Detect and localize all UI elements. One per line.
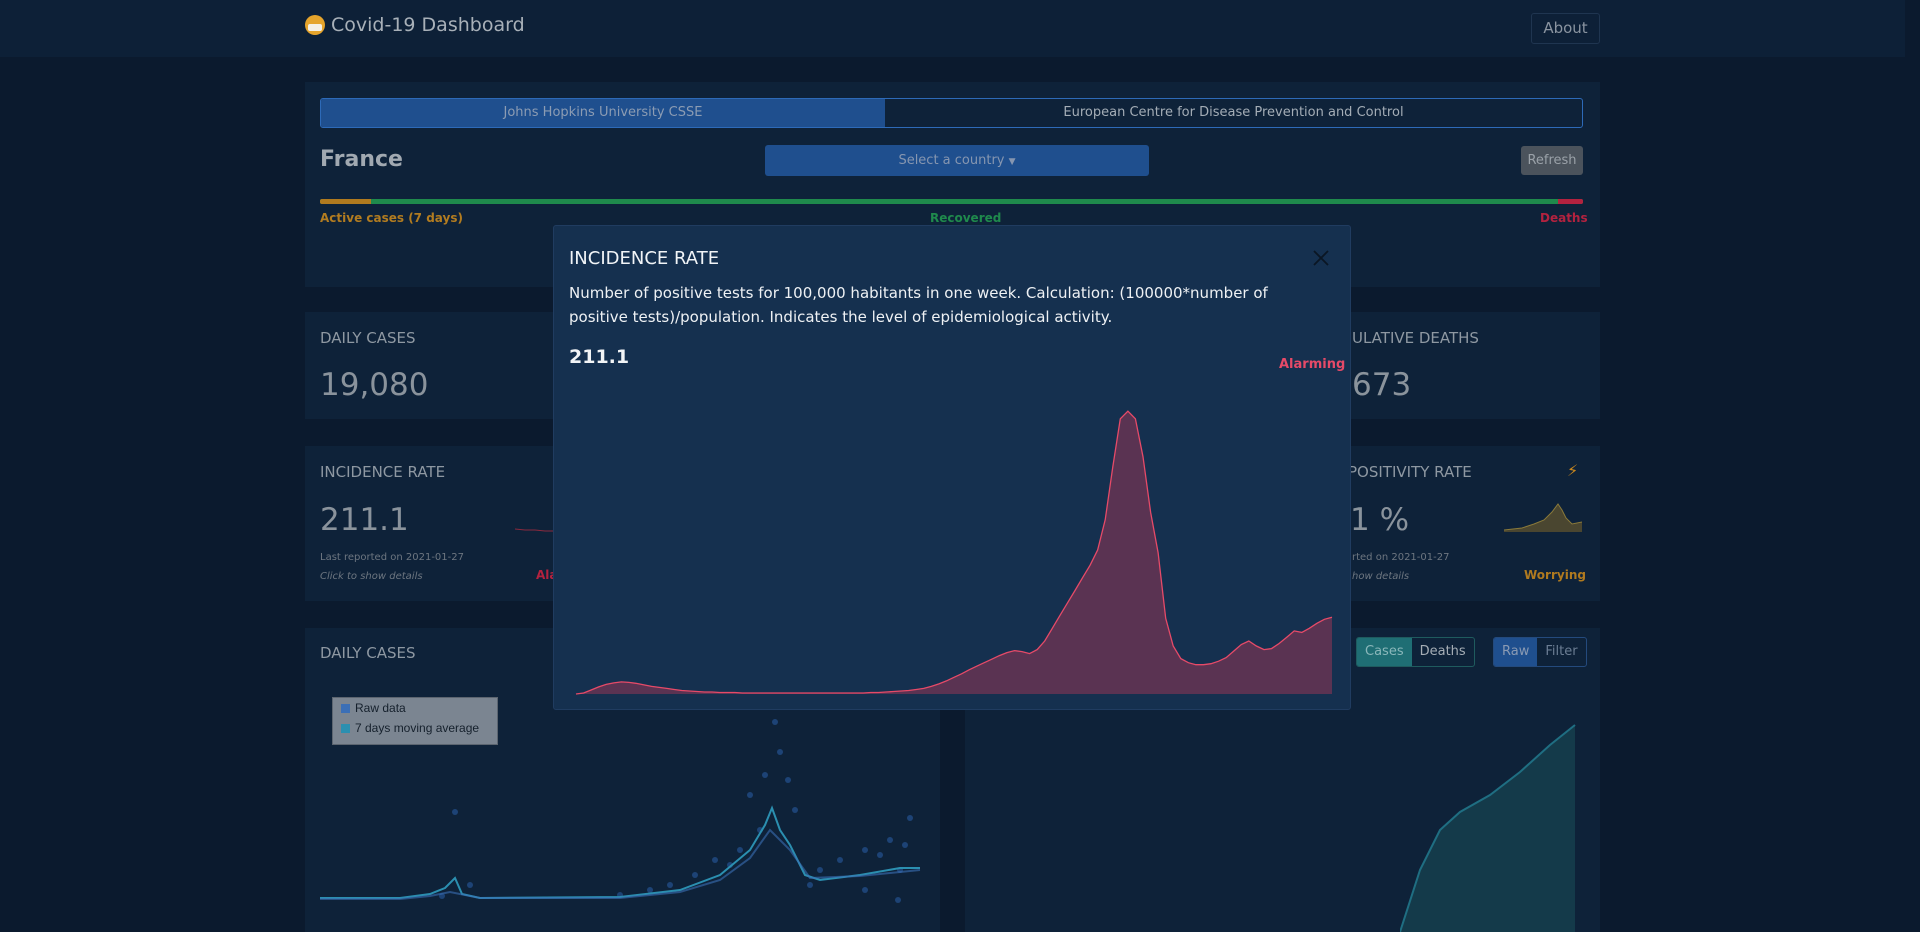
active-label: Active cases (7 days) bbox=[320, 211, 463, 225]
raw-toggle-button[interactable]: Raw bbox=[1494, 638, 1538, 666]
face-mask-icon bbox=[305, 15, 325, 35]
legend-item: 7 days moving average bbox=[341, 718, 497, 738]
deaths-segment bbox=[1557, 199, 1583, 204]
chart-legend: Raw data 7 days moving average bbox=[332, 697, 498, 745]
source-jhu-button[interactable]: Johns Hopkins University CSSE bbox=[321, 99, 885, 127]
deaths-toggle-button[interactable]: Deaths bbox=[1419, 644, 1466, 659]
cumulative-deaths-card bbox=[1345, 312, 1600, 419]
cumulative-deaths-title: ULATIVE DEATHS bbox=[1352, 329, 1479, 347]
incidence-value: 211.1 bbox=[320, 502, 409, 538]
source-ecdc-button[interactable]: European Centre for Disease Prevention a… bbox=[1063, 105, 1404, 120]
close-icon[interactable] bbox=[1311, 248, 1331, 268]
daily-cases-chart-title: DAILY CASES bbox=[320, 644, 416, 662]
active-segment bbox=[320, 199, 371, 204]
positivity-title: POSITIVITY RATE bbox=[1348, 463, 1472, 481]
cases-progress-bar bbox=[320, 199, 1583, 204]
positivity-value: 1 % bbox=[1350, 502, 1410, 538]
positivity-sparkline bbox=[1504, 503, 1582, 532]
country-select[interactable]: Select a country ▼ bbox=[765, 145, 1149, 176]
incidence-series-line bbox=[575, 410, 1333, 695]
incidence-area-fill bbox=[576, 411, 1332, 694]
lightning-icon: ⚡ bbox=[1567, 461, 1579, 480]
daily-cases-value: 19,080 bbox=[320, 367, 429, 403]
incidence-modal: INCIDENCE RATE Number of positive tests … bbox=[553, 225, 1351, 710]
incidence-card[interactable] bbox=[305, 446, 565, 601]
cases-toggle-button[interactable]: Cases bbox=[1357, 638, 1412, 666]
cumulative-area-chart bbox=[1400, 724, 1576, 932]
recovered-label: Recovered bbox=[930, 211, 1002, 225]
about-button[interactable]: About bbox=[1531, 13, 1600, 44]
modal-title: INCIDENCE RATE bbox=[569, 248, 720, 269]
modal-value: 211.1 bbox=[569, 346, 630, 368]
cases-deaths-toggle: Cases Deaths bbox=[1356, 637, 1475, 667]
incidence-title: INCIDENCE RATE bbox=[320, 463, 446, 481]
cumulative-deaths-value: 673 bbox=[1352, 367, 1412, 403]
country-select-label: Select a country bbox=[898, 153, 1005, 168]
raw-filter-toggle: Raw Filter bbox=[1493, 637, 1587, 667]
refresh-button[interactable]: Refresh bbox=[1521, 146, 1583, 175]
incidence-hint: Click to show details bbox=[320, 571, 423, 582]
incidence-sparkline bbox=[515, 528, 560, 532]
daily-cases-title: DAILY CASES bbox=[320, 329, 416, 347]
deaths-label: Deaths bbox=[1540, 211, 1588, 225]
data-source-toggle: Johns Hopkins University CSSE European C… bbox=[320, 98, 1583, 128]
legend-item: Raw data bbox=[341, 698, 497, 718]
country-name: France bbox=[320, 147, 403, 172]
filter-toggle-button[interactable]: Filter bbox=[1545, 644, 1578, 659]
positivity-reported: rted on 2021-01-27 bbox=[1352, 552, 1450, 563]
daily-cases-card bbox=[305, 312, 565, 419]
modal-status: Alarming bbox=[1279, 357, 1346, 372]
caret-down-icon: ▼ bbox=[1008, 157, 1016, 167]
positivity-hint: how details bbox=[1352, 571, 1410, 582]
app-title: Covid-19 Dashboard bbox=[331, 14, 525, 36]
incidence-reported: Last reported on 2021-01-27 bbox=[320, 552, 464, 563]
incidence-area-chart bbox=[575, 410, 1333, 695]
navbar: Covid-19 Dashboard About bbox=[0, 0, 1905, 57]
positivity-status: Worrying bbox=[1524, 568, 1586, 582]
brand[interactable]: Covid-19 Dashboard bbox=[305, 14, 525, 36]
daily-cases-scatter-chart bbox=[320, 719, 921, 903]
incidence-status: Ala bbox=[536, 568, 558, 582]
modal-description: Number of positive tests for 100,000 hab… bbox=[569, 284, 1268, 326]
